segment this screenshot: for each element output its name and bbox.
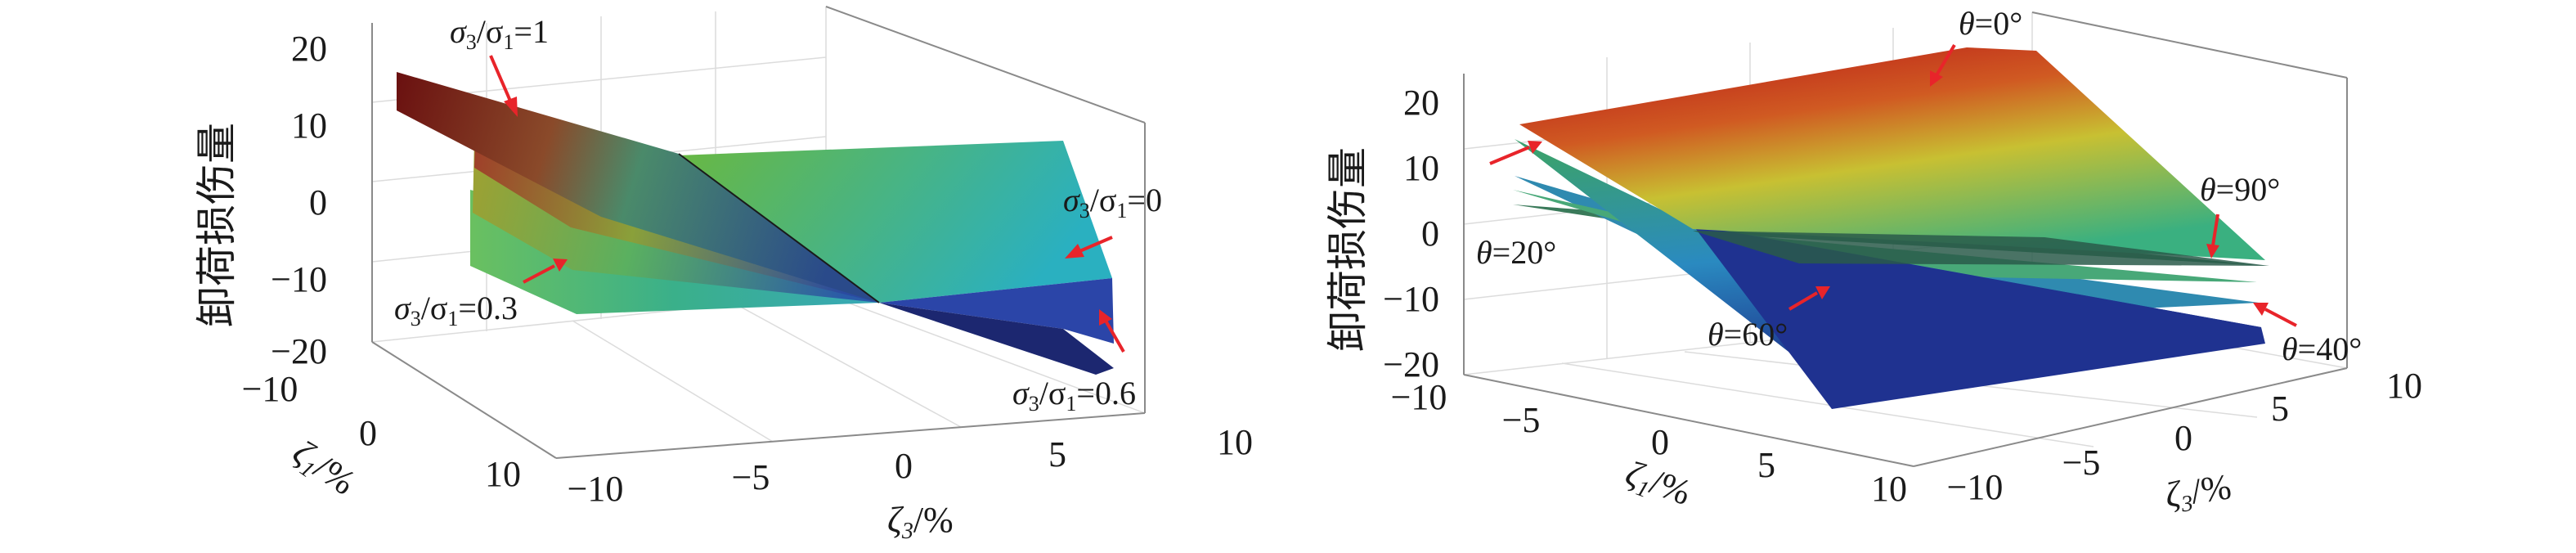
y-tick: 10 (485, 454, 521, 494)
x-tick: −10 (1947, 467, 2004, 507)
right-chart: 20 10 0 −10 −20 卸荷损伤量 −10 −5 0 5 10 ζ1/%… (1324, 5, 2422, 519)
svg-text:σ3/σ1=0: σ3/σ1=0 (1063, 182, 1162, 223)
surface-theta-90-top (1693, 231, 2269, 266)
y-tick: −10 (1391, 377, 1447, 417)
left-chart: 20 10 0 −10 −20 卸荷损伤量 −10 0 10 ζ1/% −10 … (193, 6, 1253, 544)
x-tick: −5 (732, 457, 770, 497)
left-z-ticks: 20 10 0 −10 −20 (271, 29, 327, 371)
z-tick: 10 (291, 106, 327, 146)
x-tick: 5 (2271, 389, 2289, 429)
z-tick: 0 (1421, 214, 1439, 254)
arrow (1489, 146, 1530, 165)
x-axis-label: ζ3/% (887, 500, 954, 544)
svg-text:σ3/σ1=0.3: σ3/σ1=0.3 (394, 290, 518, 330)
left-surfaces (397, 72, 1114, 375)
right-z-ticks: 20 10 0 −10 −20 (1383, 83, 1439, 384)
arrow (1935, 43, 1956, 77)
x-tick: 0 (895, 446, 913, 486)
z-tick: 10 (1403, 148, 1439, 188)
surface-theta-0-lower (1693, 225, 2265, 409)
right-y-ticks: −10 −5 0 5 10 (1391, 377, 1907, 509)
svg-text:θ=40°: θ=40° (2282, 330, 2362, 367)
annotation-theta-40: θ=40° (2253, 303, 2362, 367)
y-axis-label: ζ1/% (1619, 452, 1696, 516)
y-tick: 10 (1871, 469, 1907, 509)
surface-ratio-1 (397, 72, 879, 303)
svg-text:θ=0°: θ=0° (1959, 5, 2022, 42)
y-tick: 0 (1651, 422, 1669, 462)
arrow (1077, 236, 1113, 254)
z-tick: 20 (291, 29, 327, 69)
annotation-ratio-0: σ3/σ1=0 (1063, 182, 1162, 259)
y-axis-label: ζ1/% (283, 432, 362, 506)
y-tick: −10 (242, 369, 298, 409)
svg-text:θ=60°: θ=60° (1708, 316, 1788, 353)
surface-theta-0 (1519, 47, 2265, 260)
x-tick: 5 (1048, 434, 1066, 474)
surface-ratio-0 (677, 141, 1112, 303)
svg-text:θ=90°: θ=90° (2200, 171, 2280, 208)
arrow (2264, 308, 2297, 327)
y-tick: 5 (1757, 445, 1775, 485)
x-tick: −10 (568, 469, 624, 509)
x-tick: 0 (2174, 418, 2192, 458)
left-y-ticks: −10 0 10 (242, 369, 521, 494)
x-tick: −5 (2062, 443, 2101, 483)
arrow (489, 55, 514, 106)
left-x-ticks: −10 −5 0 5 10 (568, 422, 1253, 509)
y-tick: −5 (1502, 400, 1541, 440)
annotation-ratio-0-3: σ3/σ1=0.3 (394, 259, 568, 330)
z-tick: −20 (271, 331, 327, 371)
svg-text:θ=20°: θ=20° (1476, 234, 1556, 271)
z-axis-label: 卸荷损伤量 (1324, 147, 1371, 352)
surface-ratio-0-6-right (879, 278, 1114, 344)
annotation-ratio-0-6: σ3/σ1=0.6 (1012, 309, 1136, 416)
svg-text:σ3/σ1=1: σ3/σ1=1 (450, 13, 549, 54)
z-tick: −20 (1383, 344, 1439, 384)
right-axes-box (1463, 11, 2348, 467)
arrow (523, 264, 555, 284)
z-tick: −10 (1383, 279, 1439, 319)
annotation-theta-20: θ=20° (1476, 141, 1556, 271)
arrow (2211, 214, 2219, 246)
surface-ratio-1-right (879, 303, 1114, 375)
left-axes-box (371, 6, 1146, 459)
z-tick: 0 (309, 182, 327, 223)
x-tick: 10 (2386, 366, 2422, 406)
annotation-theta-60: θ=60° (1708, 286, 1830, 353)
annotation-ratio-1: σ3/σ1=1 (450, 13, 549, 117)
y-tick: 0 (359, 413, 377, 453)
arrow (1788, 291, 1819, 311)
x-axis-label: ζ3/% (2163, 466, 2234, 519)
z-tick: −10 (271, 259, 327, 299)
svg-text:σ3/σ1=0.6: σ3/σ1=0.6 (1012, 375, 1136, 416)
annotation-theta-0: θ=0° (1930, 5, 2022, 87)
z-tick: 20 (1403, 83, 1439, 123)
z-axis-label: 卸荷损伤量 (193, 123, 240, 327)
right-surfaces (1513, 47, 2269, 409)
annotation-theta-90: θ=90° (2200, 171, 2280, 259)
right-x-ticks: −10 −5 0 5 10 (1947, 366, 2422, 507)
arrow (1104, 319, 1125, 353)
x-tick: 10 (1217, 422, 1253, 462)
